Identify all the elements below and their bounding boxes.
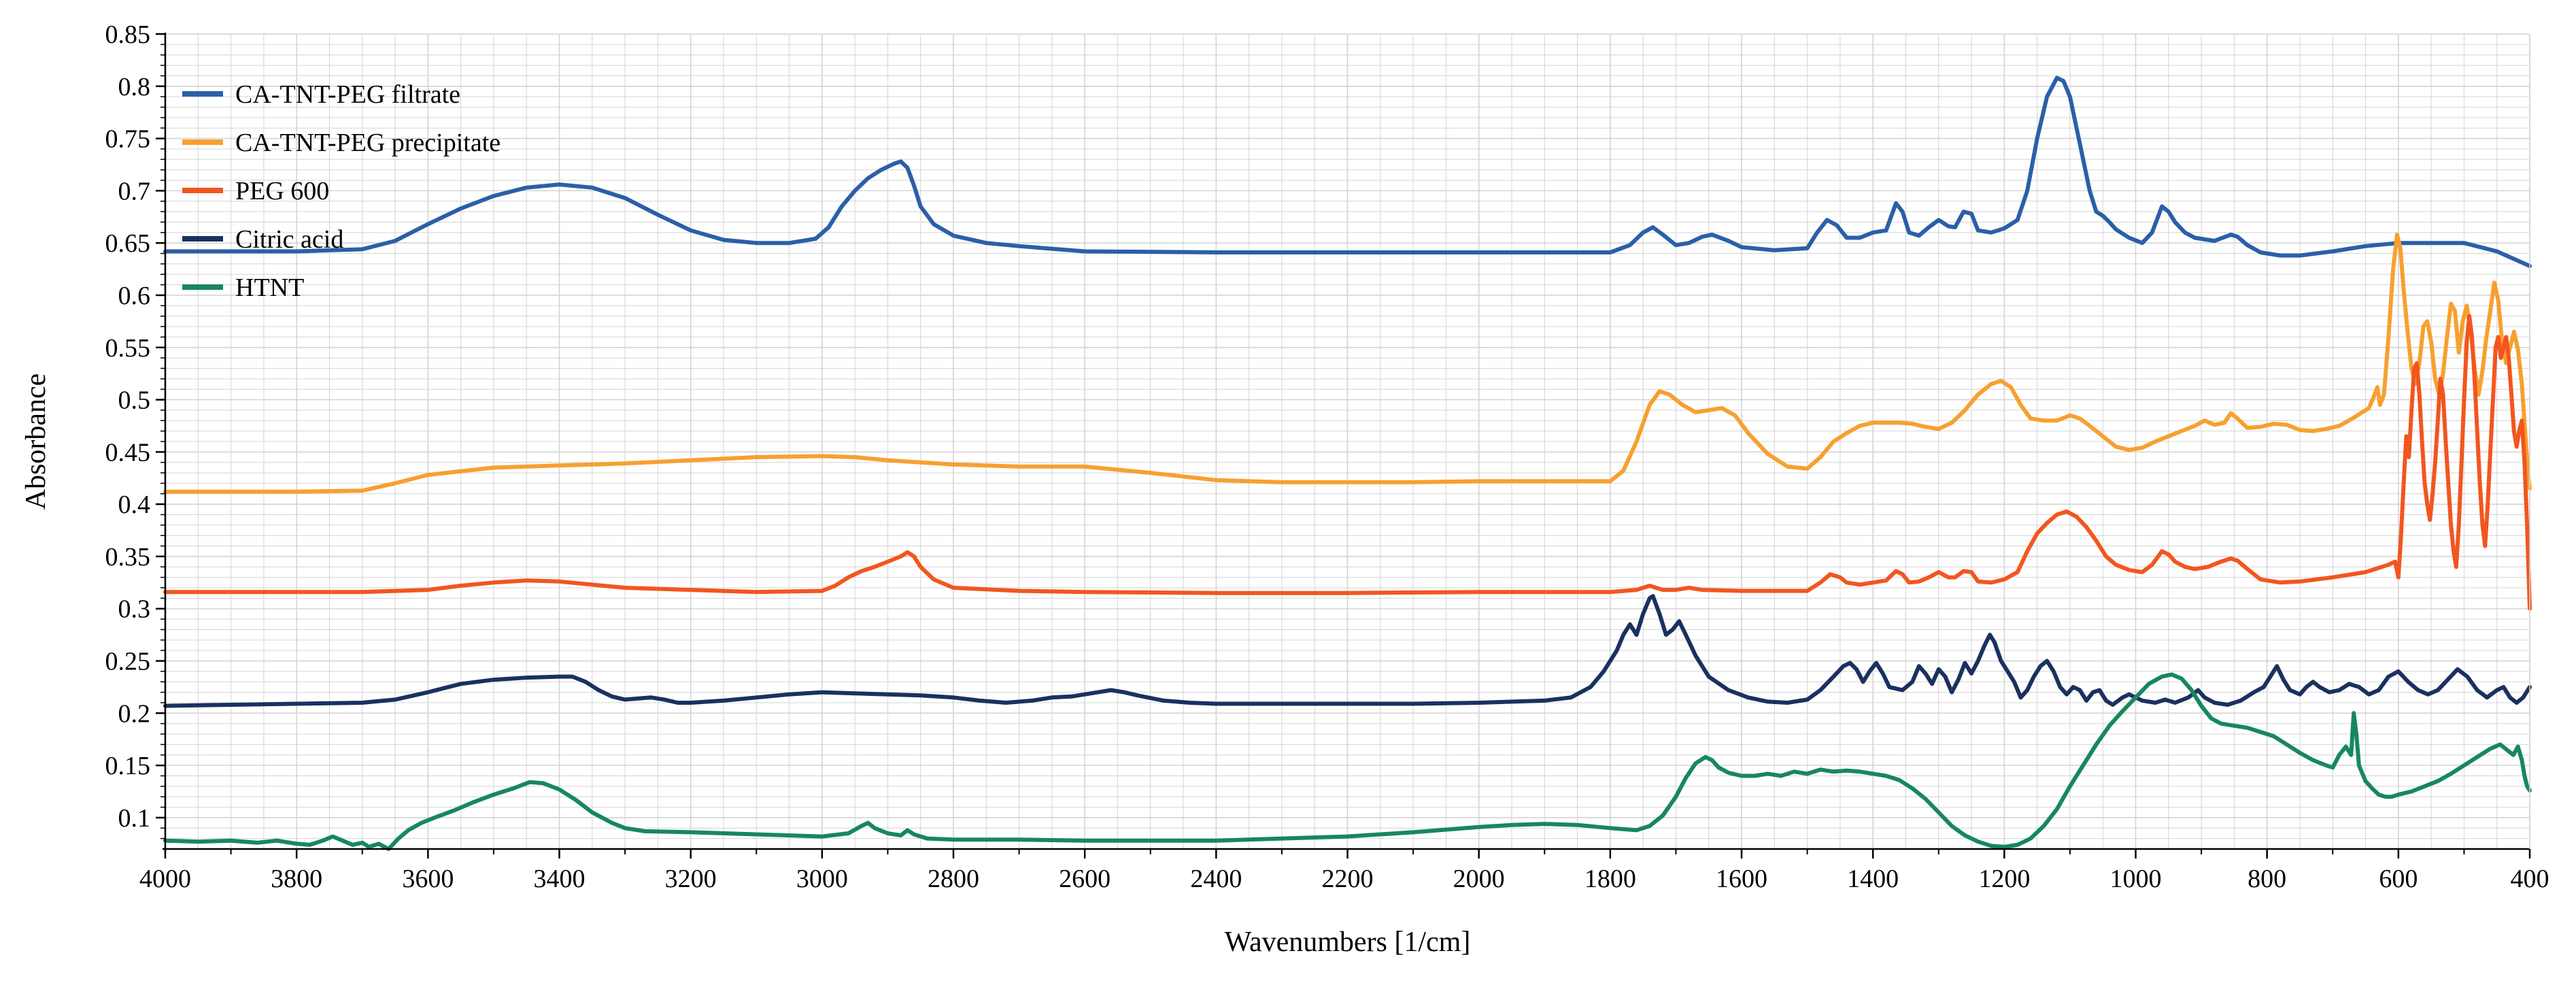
y-tick-label: 0.7 <box>118 177 151 205</box>
legend-label-htnt: HTNT <box>235 273 304 302</box>
y-tick-label: 0.15 <box>105 752 151 780</box>
y-tick-label: 0.55 <box>105 334 151 363</box>
x-tick-label: 600 <box>2379 865 2418 893</box>
grid-lines <box>165 33 2530 850</box>
legend: CA-TNT-PEG filtrate CA-TNT-PEG precipitat… <box>182 80 501 302</box>
series-line-peg-600 <box>163 314 2532 611</box>
x-tick-label: 4000 <box>139 865 191 893</box>
x-tick-label: 3800 <box>271 865 322 893</box>
y-tick-label: 0.2 <box>118 699 151 728</box>
x-tick-label: 400 <box>2511 865 2549 893</box>
y-tick-label: 0.75 <box>105 125 151 154</box>
x-tick-label: 3400 <box>534 865 586 893</box>
x-tick-label: 800 <box>2248 865 2286 893</box>
x-tick-label: 2000 <box>1453 865 1505 893</box>
x-tick-label: 3200 <box>665 865 717 893</box>
y-tick-label: 0.85 <box>105 20 151 49</box>
y-tick-label: 0.6 <box>118 282 151 310</box>
x-tick-label: 1200 <box>1978 865 2030 893</box>
x-tick-label: 2400 <box>1190 865 1242 893</box>
series-line-htnt <box>163 672 2532 851</box>
x-tick-label: 3600 <box>402 865 454 893</box>
x-axis-title: Wavenumbers [1/cm] <box>1225 927 1471 958</box>
x-tick-label: 1000 <box>2110 865 2162 893</box>
y-tick-label: 0.25 <box>105 648 151 676</box>
axes <box>156 33 2531 859</box>
y-tick-label: 0.1 <box>118 804 151 833</box>
y-tick-label: 0.3 <box>118 595 151 624</box>
x-tick-label: 1600 <box>1716 865 1767 893</box>
y-tick-label: 0.65 <box>105 229 151 258</box>
x-tick-label: 3000 <box>796 865 848 893</box>
series-line-citric-acid <box>163 594 2532 708</box>
y-axis-title: Absorbance <box>20 373 52 510</box>
y-tick-label: 0.45 <box>105 438 151 467</box>
y-tick-label: 0.4 <box>118 490 151 519</box>
legend-label-citric-acid: Citric acid <box>235 225 343 254</box>
y-tick-label: 0.8 <box>118 73 151 101</box>
legend-label-ca-tnt-peg-filtrate: CA-TNT-PEG filtrate <box>235 80 460 109</box>
x-tick-label: 2200 <box>1322 865 1374 893</box>
series-line-ca-tnt-peg-filtrate <box>163 76 2532 268</box>
tick-labels: 4000 3800 3600 3400 3200 3000 2800 2600 2400 2200… <box>105 20 2549 893</box>
y-tick-label: 0.5 <box>118 386 151 415</box>
x-tick-label: 1800 <box>1584 865 1636 893</box>
legend-label-peg-600: PEG 600 <box>235 177 329 205</box>
x-tick-label: 2800 <box>928 865 979 893</box>
series-line-ca-tnt-peg-precipitate <box>163 232 2532 494</box>
x-tick-label: 1400 <box>1847 865 1899 893</box>
x-tick-label: 2600 <box>1059 865 1111 893</box>
y-tick-label: 0.35 <box>105 543 151 571</box>
series-lines <box>163 76 2532 851</box>
legend-label-ca-tnt-peg-precipitate: CA-TNT-PEG precipitate <box>235 129 501 157</box>
